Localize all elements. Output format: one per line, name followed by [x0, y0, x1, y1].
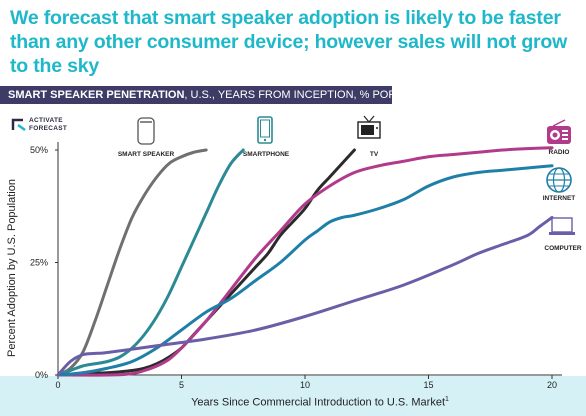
series-line-radio — [56, 146, 554, 377]
series-line-smart-speaker — [56, 148, 208, 377]
brand-line1: ACTIVATE — [29, 117, 63, 124]
y-tick-label: 50% — [30, 145, 48, 155]
series-line-smartphone — [56, 148, 245, 377]
x-tick-label: 0 — [55, 380, 60, 390]
x-axis-band — [0, 376, 586, 416]
series-line-computer — [56, 216, 554, 377]
tv-icon — [357, 115, 381, 139]
series-lines — [56, 146, 554, 377]
smart-speaker-icon — [137, 117, 155, 145]
chart-banner: SMART SPEAKER PENETRATION, U.S., YEARS F… — [0, 86, 443, 104]
x-tick-label: 10 — [300, 380, 310, 390]
series-label-tv: TV — [370, 151, 379, 158]
series-label-radio: RADIO — [549, 149, 570, 156]
x-tick-label: 15 — [423, 380, 433, 390]
y-tick-label: 0% — [35, 370, 48, 380]
series-line-tv — [56, 148, 356, 377]
x-axis-label-text: Years Since Commercial Introduction to U… — [191, 396, 445, 409]
x-axis-footnote-marker: 1 — [445, 396, 449, 403]
smartphone-icon — [257, 116, 273, 144]
series-label-smart-speaker: SMART SPEAKER — [118, 151, 175, 158]
series-labels: SMART SPEAKER SMARTPHONE TV RADIO INTERNET CO… — [118, 149, 582, 252]
x-tick-label: 20 — [547, 380, 557, 390]
series-label-smartphone: SMARTPHONE — [243, 151, 290, 158]
y-axis-label: Percent Adoption by U.S. Population — [6, 179, 18, 357]
series-label-internet: INTERNET — [543, 195, 576, 202]
radio-icon — [547, 119, 571, 144]
axes: 0 5 10 15 20 0% 25% 50% — [30, 142, 562, 390]
x-tick-label: 5 — [179, 380, 184, 390]
banner-title-rest: , U.S., YEARS FROM INCEPTION, % POPULATI… — [184, 89, 443, 101]
brand-mark-icon — [11, 118, 26, 132]
brand-line2: FORECAST — [29, 125, 68, 132]
banner-title-bold: SMART SPEAKER PENETRATION — [8, 89, 185, 101]
globe-icon — [546, 167, 572, 193]
brand-logo: ACTIVATE FORECAST — [10, 116, 90, 142]
x-axis-label: Years Since Commercial Introduction to U… — [120, 396, 520, 409]
device-icons — [137, 115, 575, 235]
y-tick-label: 25% — [30, 258, 48, 268]
laptop-icon — [549, 217, 575, 235]
brand-text: ACTIVATE FORECAST — [29, 117, 67, 133]
headline: We forecast that smart speaker adoption … — [10, 7, 568, 77]
series-line-internet — [56, 164, 554, 377]
series-label-computer: COMPUTER — [544, 245, 582, 252]
